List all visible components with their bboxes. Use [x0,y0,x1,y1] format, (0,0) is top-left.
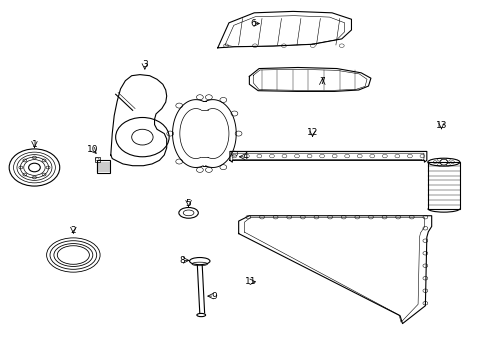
Text: 11: 11 [244,277,256,286]
Text: 2: 2 [70,225,76,234]
Text: 13: 13 [435,121,446,130]
Text: 4: 4 [242,152,248,161]
Text: 9: 9 [211,292,217,301]
Text: 10: 10 [87,145,99,154]
Bar [427,162,459,208]
Text: 5: 5 [185,199,191,208]
Text: 3: 3 [142,60,147,69]
Text: 1: 1 [32,140,37,149]
Text: 6: 6 [250,19,256,28]
Text: 7: 7 [319,77,325,86]
Bar [95,157,100,162]
Text: 8: 8 [179,256,185,265]
Bar [97,160,110,173]
Text: 12: 12 [306,129,318,138]
